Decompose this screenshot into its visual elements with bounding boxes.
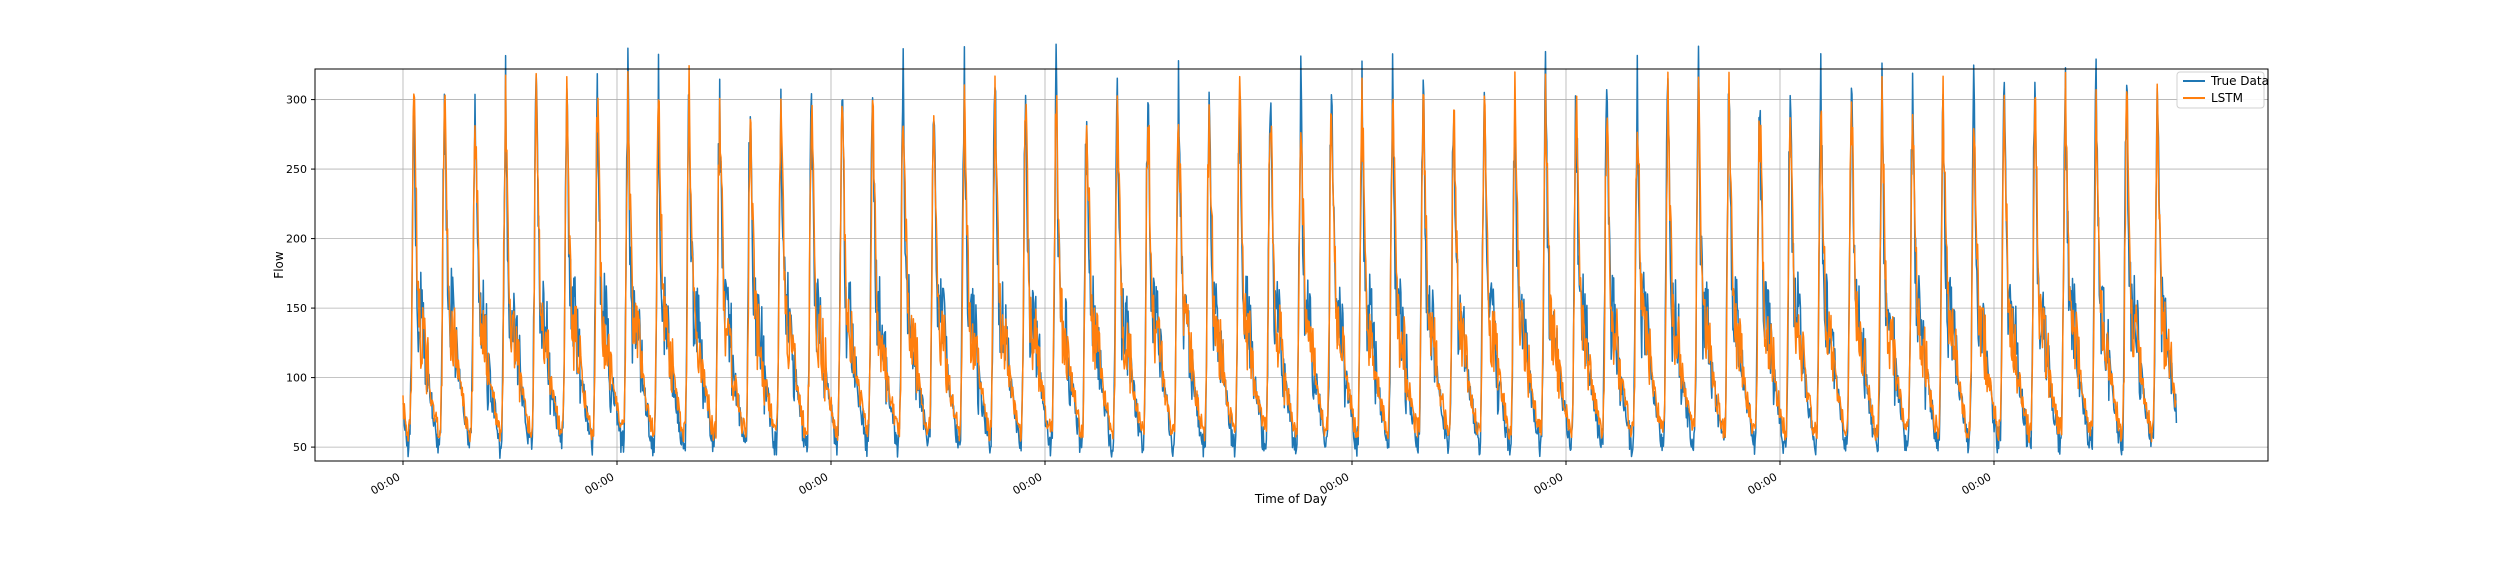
y-tick-label: 300: [286, 94, 307, 107]
y-tick-label: 150: [286, 302, 307, 315]
y-tick-label: 50: [293, 441, 307, 454]
y-axis-label: Flow: [272, 251, 286, 279]
series-lines: [402, 43, 2178, 459]
legend: True Data LSTM: [2176, 71, 2269, 109]
plot-frame: [314, 68, 2269, 462]
series-line-lstm: [402, 65, 2177, 444]
x-axis-label: Time of Day: [1254, 492, 1327, 506]
y-axis-ticks: 50 100 150 200 250 300: [286, 94, 315, 454]
legend-label-lstm: LSTM: [2211, 91, 2243, 105]
legend-label-true-data: True Data: [2210, 74, 2269, 88]
grid-lines: [315, 69, 2268, 461]
y-tick-label: 250: [286, 163, 307, 176]
y-tick-label: 200: [286, 233, 307, 246]
y-tick-label: 100: [286, 372, 307, 385]
